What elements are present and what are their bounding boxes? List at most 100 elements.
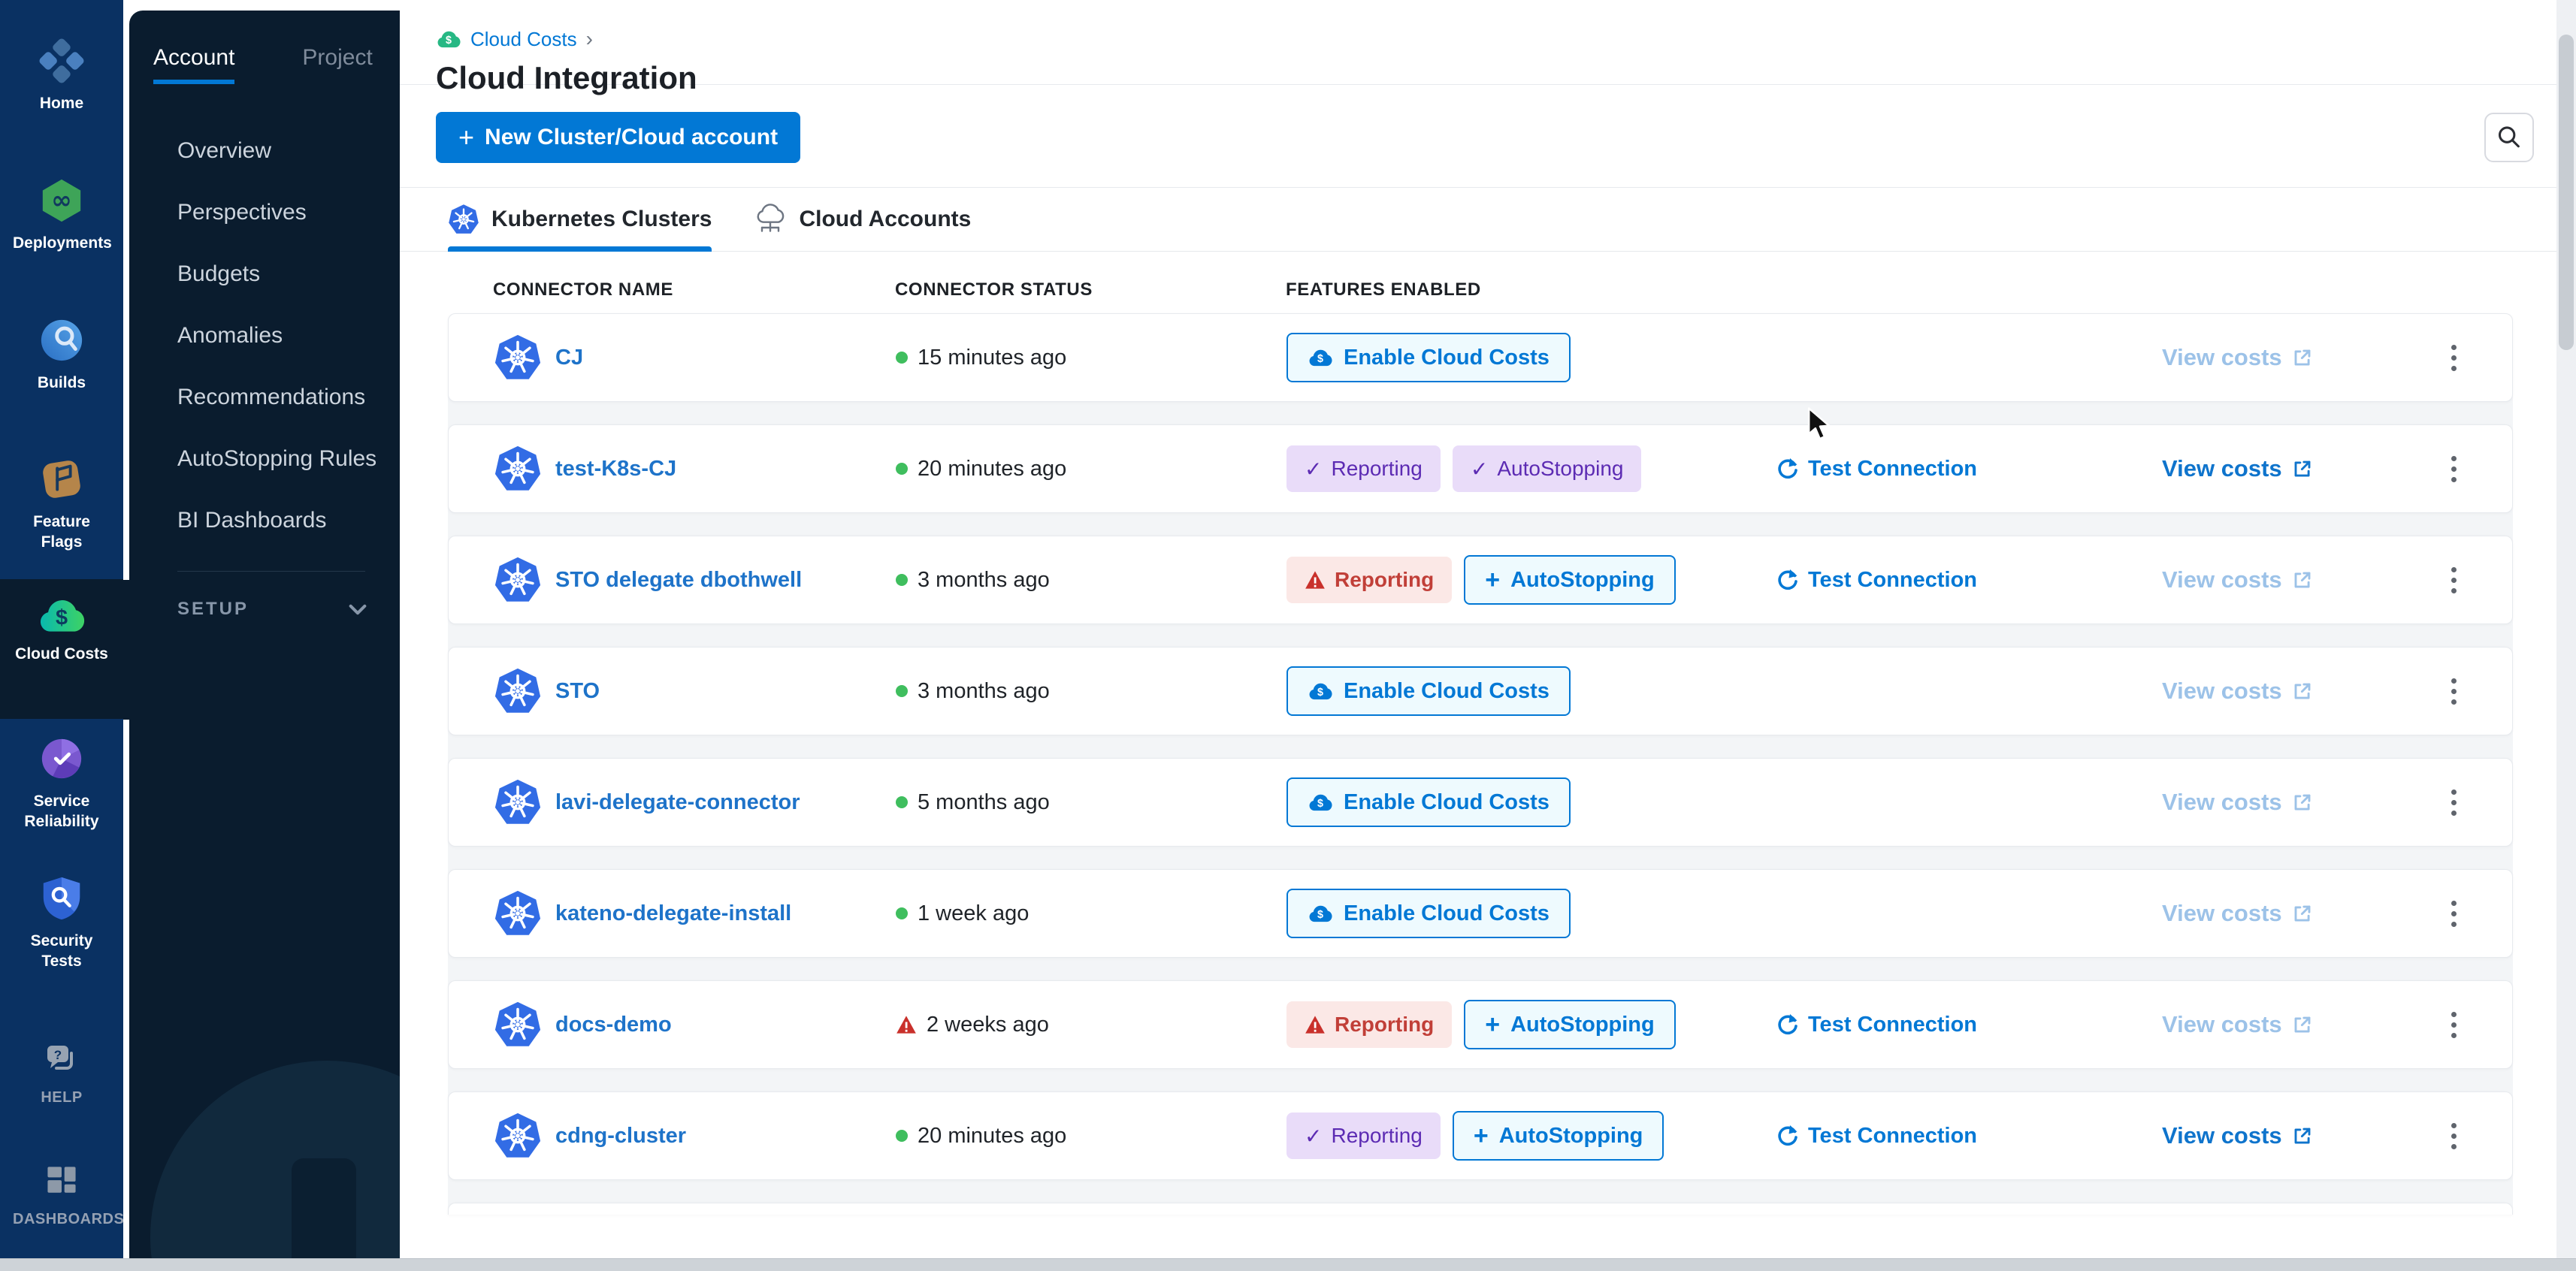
tab-account[interactable]: Account: [153, 45, 235, 84]
nav-cloud-costs-label: Cloud Costs: [15, 645, 108, 663]
add-autostopping-button[interactable]: + AutoStopping: [1452, 1111, 1664, 1161]
test-connection-label: Test Connection: [1808, 567, 1978, 592]
tab-kubernetes-clusters[interactable]: Kubernetes Clusters: [448, 188, 712, 252]
test-connection-link[interactable]: Test Connection: [1775, 568, 2162, 593]
status-text: 20 minutes ago: [918, 1123, 1067, 1148]
nav-home[interactable]: Home: [0, 21, 123, 161]
kebab-menu-icon[interactable]: [2445, 339, 2463, 377]
nav-deployments[interactable]: ∞ Deployments: [0, 161, 123, 300]
view-costs-link[interactable]: View costs: [2162, 789, 2391, 816]
external-link-icon: [2291, 457, 2314, 480]
sidebar-item-perspectives[interactable]: Perspectives: [177, 200, 307, 225]
nav-cloud-costs[interactable]: $ Cloud Costs: [0, 579, 123, 719]
tab-kubernetes-label: Kubernetes Clusters: [491, 207, 712, 231]
autostopping-label: AutoStopping: [1498, 1123, 1643, 1148]
view-costs-link[interactable]: View costs: [2162, 678, 2391, 705]
enable-cloud-costs-button[interactable]: Enable Cloud Costs: [1286, 333, 1571, 382]
autostopping-label: AutoStopping: [1510, 1012, 1655, 1037]
table-row: docs-demo 2 weeks ago Reporting + AutoSto…: [448, 980, 2513, 1069]
kebab-menu-icon[interactable]: [2445, 895, 2463, 933]
test-connection-link[interactable]: Test Connection: [1775, 457, 2162, 482]
view-costs-link[interactable]: View costs: [2162, 900, 2391, 927]
connector-name-link[interactable]: kateno-delegate-install: [555, 901, 792, 925]
connector-tabs: Kubernetes Clusters Cloud Accounts: [400, 188, 2576, 252]
toolbar: + New Cluster/Cloud account: [400, 85, 2576, 188]
kebab-menu-icon[interactable]: [2445, 672, 2463, 711]
tab-project[interactable]: Project: [302, 45, 373, 70]
status-text: 1 week ago: [918, 901, 1029, 925]
kebab-menu-icon[interactable]: [2445, 1006, 2463, 1044]
add-autostopping-button[interactable]: + AutoStopping: [1464, 1000, 1676, 1049]
view-costs-link[interactable]: View costs: [2162, 566, 2391, 593]
view-costs-link[interactable]: View costs: [2162, 1011, 2391, 1038]
enable-cloud-costs-button[interactable]: Enable Cloud Costs: [1286, 777, 1571, 827]
search-button[interactable]: [2484, 113, 2534, 162]
kubernetes-icon: [494, 778, 542, 826]
connector-name-link[interactable]: docs-demo: [555, 1012, 672, 1037]
check-icon: ✓: [1305, 457, 1323, 481]
new-cluster-button[interactable]: + New Cluster/Cloud account: [436, 112, 801, 163]
connector-name-link[interactable]: cdng-cluster: [555, 1123, 687, 1148]
sidebar-item-autostopping-rules[interactable]: AutoStopping Rules: [177, 446, 377, 471]
reporting-label: Reporting: [1331, 457, 1423, 480]
nav-builds[interactable]: Builds: [0, 300, 123, 440]
sidebar-item-budgets[interactable]: Budgets: [177, 261, 261, 286]
kebab-menu-icon[interactable]: [2445, 561, 2463, 599]
external-link-icon: [2291, 1013, 2314, 1036]
kebab-menu-icon[interactable]: [2445, 1117, 2463, 1155]
add-autostopping-button[interactable]: + AutoStopping: [1464, 555, 1676, 605]
view-costs-label: View costs: [2162, 1122, 2282, 1149]
kubernetes-icon: [494, 889, 542, 937]
setup-section-toggle[interactable]: SETUP: [129, 599, 400, 620]
tab-cloud-accounts[interactable]: Cloud Accounts: [754, 188, 971, 251]
horizontal-scrollbar[interactable]: [0, 1258, 2576, 1271]
connector-name-link[interactable]: STO: [555, 678, 600, 703]
test-connection-label: Test Connection: [1808, 1012, 1978, 1037]
sidebar-item-anomalies[interactable]: Anomalies: [177, 323, 283, 348]
status-text: 15 minutes ago: [918, 345, 1067, 370]
sidebar-item-bi-dashboards[interactable]: BI Dashboards: [177, 508, 327, 533]
kubernetes-icon: [494, 1001, 542, 1049]
nav-deployments-label: Deployments: [13, 234, 112, 252]
sidebar-item-overview[interactable]: Overview: [177, 138, 272, 163]
connector-name-link[interactable]: test-K8s-CJ: [555, 456, 677, 481]
status-ok-dot: [896, 907, 908, 919]
enable-cloud-costs-button[interactable]: Enable Cloud Costs: [1286, 666, 1571, 716]
view-costs-link[interactable]: View costs: [2162, 344, 2391, 371]
table-row: kateno-delegate-install 1 week ago Enabl…: [448, 869, 2513, 958]
kebab-menu-icon[interactable]: [2445, 450, 2463, 488]
reporting-enabled-badge: ✓ Reporting: [1286, 445, 1441, 492]
kebab-menu-icon[interactable]: [2445, 783, 2463, 822]
reporting-enabled-badge: ✓ Reporting: [1286, 1113, 1441, 1159]
cloud-dollar-icon: [1308, 792, 1333, 812]
nav-feature-flags[interactable]: Feature Flags: [0, 439, 123, 579]
vertical-scrollbar-thumb[interactable]: [2559, 35, 2574, 350]
nav-dashboards[interactable]: DASHBOARDS: [0, 1151, 124, 1271]
new-cluster-button-label: New Cluster/Cloud account: [485, 125, 779, 149]
service-reliability-icon: [38, 735, 85, 782]
enable-cloud-costs-button[interactable]: Enable Cloud Costs: [1286, 889, 1571, 938]
test-connection-link[interactable]: Test Connection: [1775, 1013, 2162, 1037]
nav-service-reliability-label: Service Reliability: [24, 792, 99, 830]
active-module-bridge: [123, 580, 129, 720]
table-header: CONNECTOR NAME CONNECTOR STATUS FEATURES…: [448, 273, 2513, 307]
cloud-dollar-icon: [1308, 904, 1333, 923]
connector-name-link[interactable]: lavi-delegate-connector: [555, 789, 800, 814]
sidebar-item-recommendations[interactable]: Recommendations: [177, 385, 366, 409]
view-costs-link[interactable]: View costs: [2162, 455, 2391, 482]
nav-service-reliability[interactable]: Service Reliability: [0, 719, 123, 859]
table-row: lavi-delegate-connector 5 months ago Ena…: [448, 758, 2513, 847]
nav-security-tests-label: Security Tests: [30, 931, 93, 970]
view-costs-link[interactable]: View costs: [2162, 1122, 2391, 1149]
nav-security-tests[interactable]: Security Tests: [0, 859, 123, 998]
plus-icon: +: [1485, 1010, 1501, 1039]
breadcrumb-cloud-costs[interactable]: Cloud Costs: [470, 27, 577, 50]
status-ok-dot: [896, 463, 908, 475]
nav-help[interactable]: ? HELP: [0, 1031, 123, 1151]
external-link-icon: [2291, 680, 2314, 702]
connector-name-link[interactable]: STO delegate dbothwell: [555, 567, 803, 592]
test-connection-link[interactable]: Test Connection: [1775, 1124, 2162, 1149]
refresh-icon: [1775, 568, 1799, 592]
connector-name-link[interactable]: CJ: [555, 345, 584, 370]
vertical-scrollbar[interactable]: [2556, 0, 2576, 1271]
